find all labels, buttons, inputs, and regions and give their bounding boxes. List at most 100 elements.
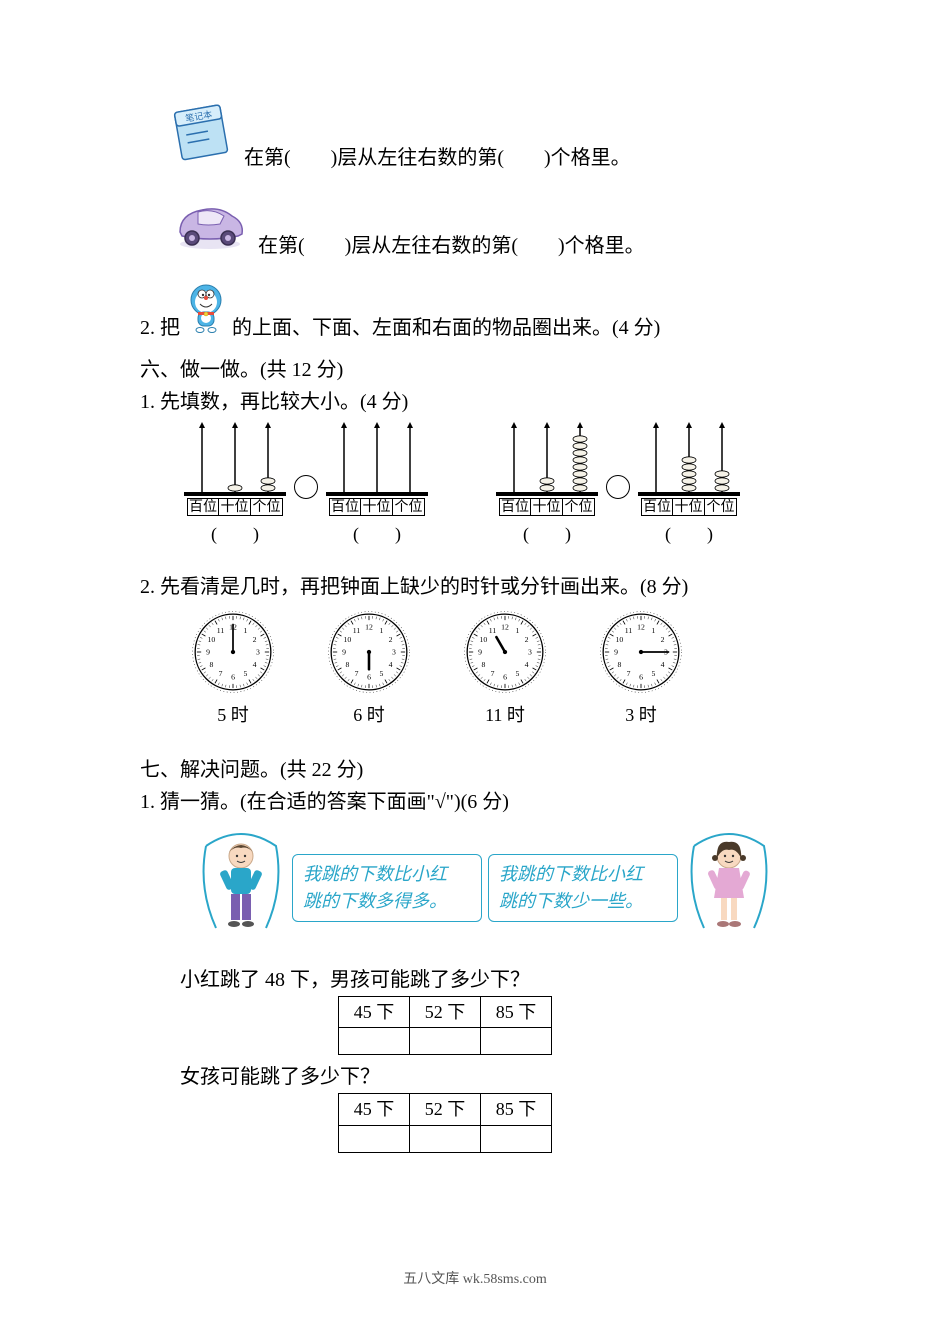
label-shi: 十位	[531, 498, 563, 516]
svg-text:2: 2	[389, 635, 393, 644]
opt-45: 45 下	[339, 996, 410, 1028]
girl-check-52[interactable]	[410, 1126, 481, 1153]
girl-check-45[interactable]	[339, 1126, 410, 1153]
abacus-svg-1l	[180, 422, 290, 498]
boy-speech: 我跳的下数比小红 跳的下数多得多。	[292, 854, 482, 922]
svg-text:9: 9	[342, 647, 346, 656]
girl-speech: 我跳的下数比小红 跳的下数少一些。	[488, 854, 678, 922]
abacus-svg-2r	[634, 422, 744, 498]
svg-text:7: 7	[219, 669, 223, 678]
svg-text:3: 3	[528, 647, 532, 656]
label-shi: 十位	[673, 498, 705, 516]
opt-85g: 85 下	[481, 1094, 552, 1126]
boy-answer-table: 45 下 52 下 85 下	[338, 996, 552, 1056]
svg-text:5: 5	[516, 669, 520, 678]
label-bai: 百位	[187, 498, 219, 516]
boy-speech-l2: 跳的下数多得多。	[303, 888, 471, 915]
abacus-labels: 百位 十位 个位	[499, 498, 595, 516]
svg-text:8: 8	[617, 660, 621, 669]
svg-text:1: 1	[380, 626, 384, 635]
svg-text:11: 11	[353, 626, 361, 635]
boy-question: 小红跳了 48 下，男孩可能跳了多少下？	[180, 964, 810, 996]
svg-text:4: 4	[661, 660, 665, 669]
section7-title: 七、解决问题。(共 22 分)	[140, 754, 810, 786]
svg-text:1: 1	[244, 626, 248, 635]
svg-text:8: 8	[481, 660, 485, 669]
girl-icon	[684, 828, 774, 948]
svg-text:10: 10	[208, 635, 216, 644]
car-sentence: 在第( )层从左往右数的第( )个格里。	[258, 230, 645, 262]
label-bai: 百位	[329, 498, 361, 516]
svg-text:6: 6	[639, 672, 643, 681]
label-shi: 十位	[361, 498, 393, 516]
car-row: 在第( )层从左往右数的第( )个格里。	[168, 194, 810, 262]
boy-icon	[196, 828, 286, 948]
svg-text:12: 12	[365, 622, 373, 631]
boy-check-85[interactable]	[481, 1028, 552, 1055]
clock-svg-1: 123456789101112	[190, 609, 276, 695]
label-bai: 百位	[499, 498, 531, 516]
clock-2: 123456789101112 6 时	[326, 609, 412, 730]
svg-text:8: 8	[209, 660, 213, 669]
girl-check-85[interactable]	[481, 1126, 552, 1153]
clock-svg-4: 123456789101112	[598, 609, 684, 695]
clock-svg-2: 123456789101112	[326, 609, 412, 695]
girl-speech-l1: 我跳的下数比小红	[499, 861, 667, 888]
label-bai: 百位	[641, 498, 673, 516]
svg-text:11: 11	[489, 626, 497, 635]
clock-label-2: 6 时	[353, 701, 385, 730]
abacus-labels: 百位 十位 个位	[187, 498, 283, 516]
abacus-1-right: 百位 十位 个位 ( )	[322, 422, 432, 549]
footer-text: 五八文库 wk.58sms.com	[0, 1268, 950, 1288]
svg-text:11: 11	[625, 626, 633, 635]
svg-text:6: 6	[231, 672, 235, 681]
label-shi: 十位	[219, 498, 251, 516]
clock-label-1: 5 时	[217, 701, 249, 730]
svg-text:1: 1	[652, 626, 656, 635]
boy-check-45[interactable]	[339, 1028, 410, 1055]
svg-text:10: 10	[480, 635, 488, 644]
clock-label-3: 11 时	[485, 701, 525, 730]
compare-circle-2[interactable]	[606, 475, 630, 499]
girl-question: 女孩可能跳了多少下？	[180, 1061, 810, 1093]
svg-text:5: 5	[652, 669, 656, 678]
opt-52: 52 下	[410, 996, 481, 1028]
notebook-icon: 笔记本	[168, 100, 238, 174]
bubble-row: 我跳的下数比小红 跳的下数多得多。 我跳的下数比小红 跳的下数少一些。	[160, 828, 810, 948]
svg-text:4: 4	[525, 660, 529, 669]
svg-text:9: 9	[614, 647, 618, 656]
label-ge: 个位	[563, 498, 595, 516]
girl-answer-table: 45 下 52 下 85 下	[338, 1093, 552, 1153]
label-ge: 个位	[393, 498, 425, 516]
notebook-row: 笔记本 在第( )层从左往右数的第( )个格里。	[168, 100, 810, 174]
svg-text:2: 2	[253, 635, 257, 644]
car-icon	[168, 194, 252, 262]
abacus-pair-2: 百位 十位 个位 ( ) 百位 十位 个位 ( )	[492, 422, 744, 549]
clocks-row: 123456789101112 5 时 123456789101112 6 时 …	[190, 609, 810, 730]
section6-q2: 2. 先看清是几时，再把钟面上缺少的时针或分针画出来。(8 分)	[140, 571, 810, 603]
svg-text:3: 3	[256, 647, 260, 656]
svg-text:2: 2	[661, 635, 665, 644]
abacus-1-left: 百位 十位 个位 ( )	[180, 422, 290, 549]
svg-text:8: 8	[345, 660, 349, 669]
section7-q1: 1. 猜一猜。(在合适的答案下面画"√")(6 分)	[140, 786, 810, 818]
svg-text:9: 9	[478, 647, 482, 656]
boy-speech-l1: 我跳的下数比小红	[303, 861, 471, 888]
svg-text:7: 7	[491, 669, 495, 678]
clock-svg-3: 123456789101112	[462, 609, 548, 695]
abacus-2-left: 百位 十位 个位 ( )	[492, 422, 602, 549]
abacus-labels: 百位 十位 个位	[329, 498, 425, 516]
cmp-2-right: ( )	[665, 520, 713, 549]
clock-4: 123456789101112 3 时	[598, 609, 684, 730]
svg-text:12: 12	[637, 622, 645, 631]
clock-1: 123456789101112 5 时	[190, 609, 276, 730]
abacus-pair-1: 百位 十位 个位 ( ) 百位 十位 个位 ( )	[180, 422, 432, 549]
svg-text:4: 4	[253, 660, 257, 669]
boy-check-52[interactable]	[410, 1028, 481, 1055]
compare-circle-1[interactable]	[294, 475, 318, 499]
svg-text:1: 1	[516, 626, 520, 635]
q2-row: 2. 把 的上面、下面、左面和右面的物品圈出来。(4 分)	[140, 282, 810, 344]
svg-text:7: 7	[627, 669, 631, 678]
label-ge: 个位	[251, 498, 283, 516]
opt-45g: 45 下	[339, 1094, 410, 1126]
